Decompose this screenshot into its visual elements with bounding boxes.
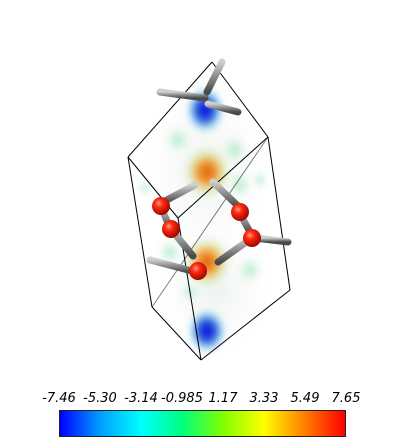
colorbar-tick-labels: -7.46 -5.30 -3.14 -0.985 1.17 3.33 5.49 7.65 [0,391,410,409]
lobe-green [236,256,264,284]
colorbar-tick-label: 1.17 [208,391,238,406]
colorbar-tick-label: 5.49 [290,391,320,406]
colorbar-tick-label: 3.33 [249,391,279,406]
bond [146,256,200,276]
oxygen-atom [152,197,170,215]
bond [156,88,209,102]
lobe-green [156,238,184,266]
bond [203,58,226,96]
lobe-green [252,170,268,190]
lobe-green [221,134,249,166]
oxygen-atom [243,229,261,247]
atoms [152,197,261,280]
lobe-green [137,180,153,196]
bond [209,178,242,210]
lobe-blue [187,308,227,354]
lobe-green [164,126,192,154]
colorbar [59,410,346,437]
colorbar-tick-label: -7.46 [42,391,76,406]
colorbar-tick-label: -0.985 [161,391,203,406]
lobe-green [228,171,252,199]
oxygen-atom [162,220,180,238]
colorbar-tick-label: -5.30 [83,391,117,406]
colorbar-tick-label: -3.14 [124,391,158,406]
bond [204,100,242,116]
colorbar-tick-label: 7.65 [331,391,361,406]
oxygen-atom [189,262,207,280]
oxygen-atom [231,203,249,221]
